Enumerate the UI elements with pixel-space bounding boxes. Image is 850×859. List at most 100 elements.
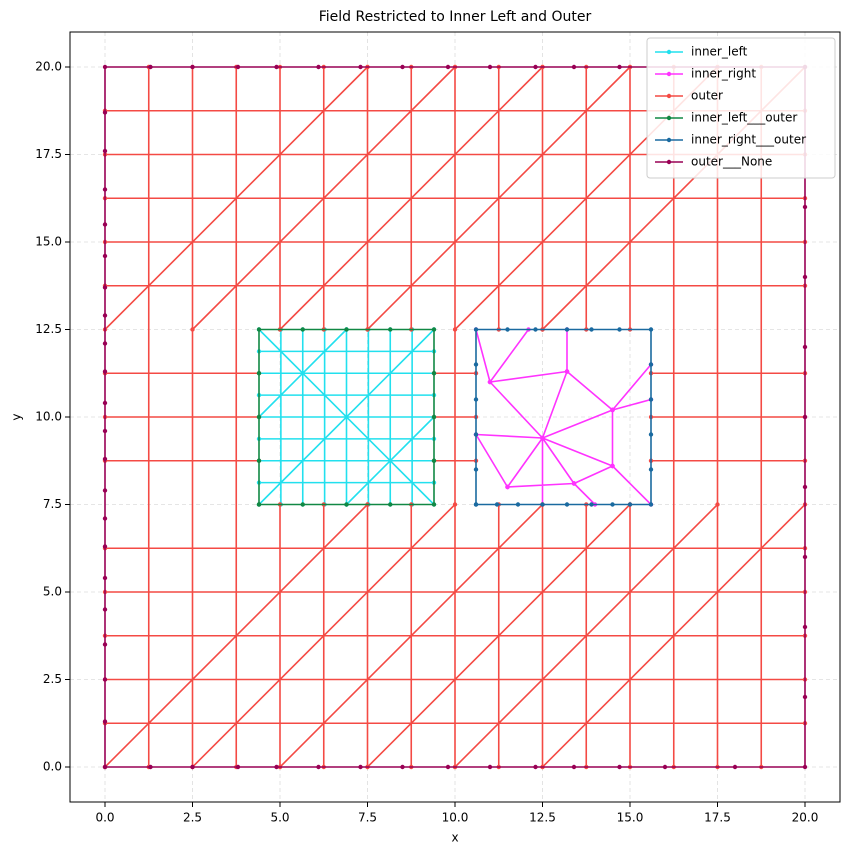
series-marker xyxy=(487,379,493,385)
series-marker xyxy=(148,764,153,770)
series-marker xyxy=(487,764,493,770)
series-marker xyxy=(274,64,279,70)
series-marker xyxy=(564,327,570,332)
series-marker xyxy=(102,677,108,682)
series-marker xyxy=(540,502,545,507)
series-marker xyxy=(487,64,493,70)
chart-title: Field Restricted to Inner Left and Outer xyxy=(319,9,592,25)
series-marker xyxy=(589,502,594,507)
x-tick-label: 2.5 xyxy=(183,811,202,825)
series-marker xyxy=(102,222,108,227)
series-marker xyxy=(102,428,108,434)
series-marker xyxy=(102,313,108,318)
series-marker xyxy=(400,64,405,70)
series-marker xyxy=(102,369,108,374)
series-marker xyxy=(802,624,808,630)
series-marker xyxy=(648,397,654,402)
series-line xyxy=(104,66,806,768)
series-marker xyxy=(715,502,720,507)
y-tick-label: 15.0 xyxy=(35,235,62,249)
series-marker xyxy=(102,607,108,612)
series-marker xyxy=(452,327,458,332)
series-marker xyxy=(571,481,577,486)
series-marker xyxy=(662,764,668,770)
series-marker xyxy=(445,764,451,770)
series-marker xyxy=(431,371,437,376)
series-marker xyxy=(300,502,305,507)
series-marker xyxy=(102,575,108,581)
legend-label: outer xyxy=(691,89,723,103)
x-tick-label: 12.5 xyxy=(529,811,556,825)
series-marker xyxy=(802,764,808,770)
series-marker xyxy=(610,407,615,413)
series-marker xyxy=(102,187,108,192)
series-marker xyxy=(505,327,510,332)
series-marker xyxy=(732,764,738,770)
series-marker xyxy=(102,285,108,290)
legend-label: inner_left___outer xyxy=(691,111,797,125)
series-marker xyxy=(515,502,521,507)
y-tick-label: 7.5 xyxy=(43,497,62,511)
series-marker xyxy=(571,764,577,770)
x-tick-label: 15.0 xyxy=(617,811,644,825)
legend-marker xyxy=(666,115,672,121)
series-marker xyxy=(473,502,479,507)
series-marker xyxy=(102,253,108,259)
series-marker xyxy=(190,64,195,70)
series-marker xyxy=(648,327,654,332)
series-marker xyxy=(473,467,479,472)
series-marker xyxy=(802,274,808,280)
series-marker xyxy=(431,502,437,507)
series-marker xyxy=(564,369,570,374)
series-marker xyxy=(102,544,108,549)
series-marker xyxy=(648,362,654,367)
series-marker xyxy=(102,719,108,724)
series-marker xyxy=(452,502,458,507)
legend-marker xyxy=(666,49,672,55)
series-marker xyxy=(344,502,349,507)
series-marker xyxy=(358,64,363,70)
series-marker xyxy=(102,488,108,493)
series-marker xyxy=(190,764,195,770)
series-marker xyxy=(564,502,570,507)
series-marker xyxy=(648,502,654,507)
series-marker xyxy=(148,64,153,70)
legend-label: outer___None xyxy=(691,155,772,169)
series-marker xyxy=(533,764,538,770)
series-marker xyxy=(589,327,594,332)
series-marker xyxy=(802,344,808,350)
series-marker xyxy=(256,414,262,420)
series-marker xyxy=(431,458,437,463)
x-axis-label: x xyxy=(451,831,458,845)
series-marker xyxy=(473,362,479,367)
series-marker xyxy=(473,327,479,332)
series-marker xyxy=(102,516,108,521)
series-marker xyxy=(102,764,108,770)
series-marker xyxy=(610,502,615,507)
series-marker xyxy=(802,694,808,700)
legend-box xyxy=(646,37,836,179)
series-marker xyxy=(540,435,545,441)
y-axis-label: y xyxy=(10,413,24,420)
series-marker xyxy=(102,456,108,462)
series-marker xyxy=(617,764,622,770)
x-tick-label: 20.0 xyxy=(792,811,819,825)
series-marker xyxy=(102,400,108,406)
series-marker xyxy=(533,64,538,70)
series-marker xyxy=(400,764,405,770)
series-marker xyxy=(494,502,500,507)
x-tick-label: 0.0 xyxy=(95,811,114,825)
series-marker xyxy=(802,414,808,420)
series-marker xyxy=(344,327,349,332)
legend-marker xyxy=(666,71,672,77)
plot-frame xyxy=(69,31,841,803)
series-marker xyxy=(617,327,622,332)
legend-label: inner_left xyxy=(691,45,748,59)
y-tick-label: 0.0 xyxy=(43,760,62,774)
legend-label: inner_right___outer xyxy=(691,133,806,147)
series-marker xyxy=(648,432,654,437)
series-marker xyxy=(473,432,479,437)
series-marker xyxy=(102,148,108,154)
series-marker xyxy=(235,764,241,770)
